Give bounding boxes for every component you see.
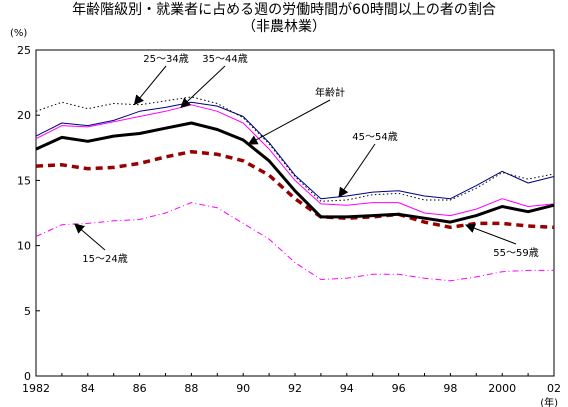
annotation-label: 35～44歳 [202,53,247,65]
annotation-label: 年齢計 [315,86,345,99]
series-line-age-15-24 [35,202,554,282]
annotation-arrow [338,143,376,198]
x-tick-label: 98 [443,382,457,395]
plot-frame [35,49,555,377]
series-line-total [35,121,555,224]
x-tick-label: 90 [236,382,250,395]
series-line-age-45-54 [35,101,555,200]
tick-labels: 0 5 10 15 20 25 (%) 1982 84 86 88 90 92 94 96 98 2000 02(… [10,28,561,407]
annotation-arrow [180,65,226,109]
y-tick-label: 20 [17,109,31,122]
axes [35,49,555,377]
series-line-age-25-34 [35,96,555,202]
annotation-arrow [74,223,106,251]
x-tick-label: 94 [340,382,354,395]
y-tick-label: 5 [24,305,31,318]
annotation-arrow [247,99,331,145]
series-lines [35,96,555,282]
series-line-age-35-44 [35,104,555,217]
annotation-label: 45～54歳 [352,131,397,143]
annotation-arrow [133,65,167,106]
annotation-label: 55～59歳 [493,247,538,259]
y-axis-unit: (%) [10,28,27,39]
x-tick-label: 88 [184,382,198,395]
y-tick-label: 10 [17,240,31,253]
y-tick-label: 15 [17,174,31,187]
x-tick-label: 86 [133,382,147,395]
y-tick-label: 25 [17,44,31,57]
chart-title-line2: （非農林業） [242,19,326,35]
x-axis-unit: (年) [540,396,558,407]
x-tick-label: 1982 [22,382,50,395]
y-tick-label: 0 [24,370,31,383]
x-tick-label: 96 [392,382,406,395]
series-line-age-55-59 [35,149,555,230]
chart-title-line1: 年齢階級別・就業者に占める週の労働時間が60時間以上の者の割合 [72,2,496,18]
x-tick-label: 02 [547,382,561,395]
x-tick-label: 92 [288,382,302,395]
x-tick-label: 2000 [488,382,516,395]
x-tick-label: 84 [81,382,95,395]
annotation-label: 25～34歳 [143,53,188,65]
annotation-label: 15～24歳 [82,253,127,265]
annotation-arrow [465,223,517,245]
